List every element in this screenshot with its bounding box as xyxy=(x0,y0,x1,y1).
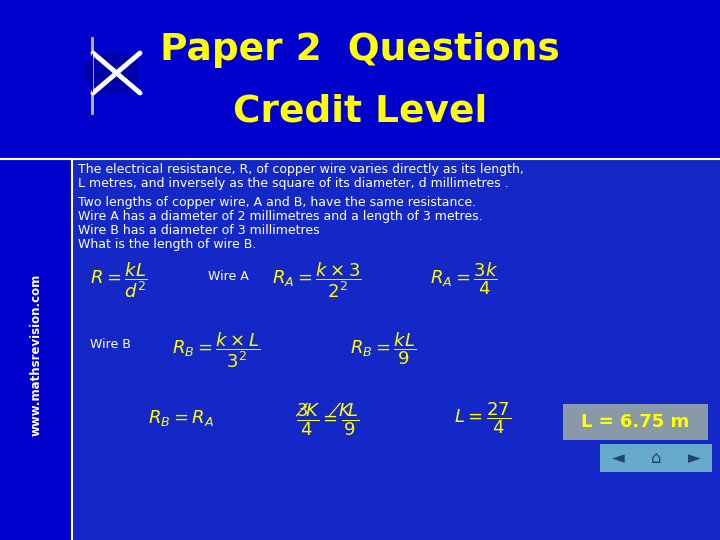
Text: Wire B: Wire B xyxy=(90,338,131,351)
FancyBboxPatch shape xyxy=(93,53,138,93)
Bar xyxy=(0,0,720,159)
Text: L metres, and inversely as the square of its diameter, d millimetres .: L metres, and inversely as the square of… xyxy=(78,177,508,190)
Text: $L = \dfrac{27}{4}$: $L = \dfrac{27}{4}$ xyxy=(454,400,511,436)
Text: Paper 2  Questions: Paper 2 Questions xyxy=(160,32,560,68)
Text: Credit Level: Credit Level xyxy=(233,94,487,130)
Bar xyxy=(600,444,712,472)
Text: $R = \dfrac{kL}{d^2}$: $R = \dfrac{kL}{d^2}$ xyxy=(90,260,148,300)
Text: The electrical resistance, R, of copper wire varies directly as its length,: The electrical resistance, R, of copper … xyxy=(78,163,524,176)
Text: ⌂: ⌂ xyxy=(651,449,661,467)
Text: Two lengths of copper wire, A and B, have the same resistance.: Two lengths of copper wire, A and B, hav… xyxy=(78,196,476,209)
Text: Wire A: Wire A xyxy=(208,270,248,283)
Text: L = 6.75 m: L = 6.75 m xyxy=(581,413,690,431)
Bar xyxy=(563,404,708,440)
Text: $\dfrac{3\not\!K}{4} = \dfrac{\not\!K\!L}{9}$: $\dfrac{3\not\!K}{4} = \dfrac{\not\!K\!L… xyxy=(295,400,359,437)
Text: $R_B = \dfrac{k \times L}{3^2}$: $R_B = \dfrac{k \times L}{3^2}$ xyxy=(172,330,261,370)
Text: $R_B = R_A$: $R_B = R_A$ xyxy=(148,408,214,428)
Polygon shape xyxy=(82,53,93,93)
Text: $R_B = \dfrac{kL}{9}$: $R_B = \dfrac{kL}{9}$ xyxy=(350,330,416,367)
Text: Wire B has a diameter of 3 millimetres: Wire B has a diameter of 3 millimetres xyxy=(78,224,320,237)
Text: What is the length of wire B.: What is the length of wire B. xyxy=(78,238,256,251)
Bar xyxy=(0,159,72,540)
Text: www.mathsrevision.com: www.mathsrevision.com xyxy=(30,274,42,436)
Bar xyxy=(0,159,720,540)
Text: $R_A = \dfrac{3k}{4}$: $R_A = \dfrac{3k}{4}$ xyxy=(430,260,498,296)
Text: ►: ► xyxy=(688,449,701,467)
Text: Wire A has a diameter of 2 millimetres and a length of 3 metres.: Wire A has a diameter of 2 millimetres a… xyxy=(78,210,482,223)
Text: ◄: ◄ xyxy=(611,449,624,467)
Text: $R_A = \dfrac{k \times 3}{2^2}$: $R_A = \dfrac{k \times 3}{2^2}$ xyxy=(272,260,361,300)
